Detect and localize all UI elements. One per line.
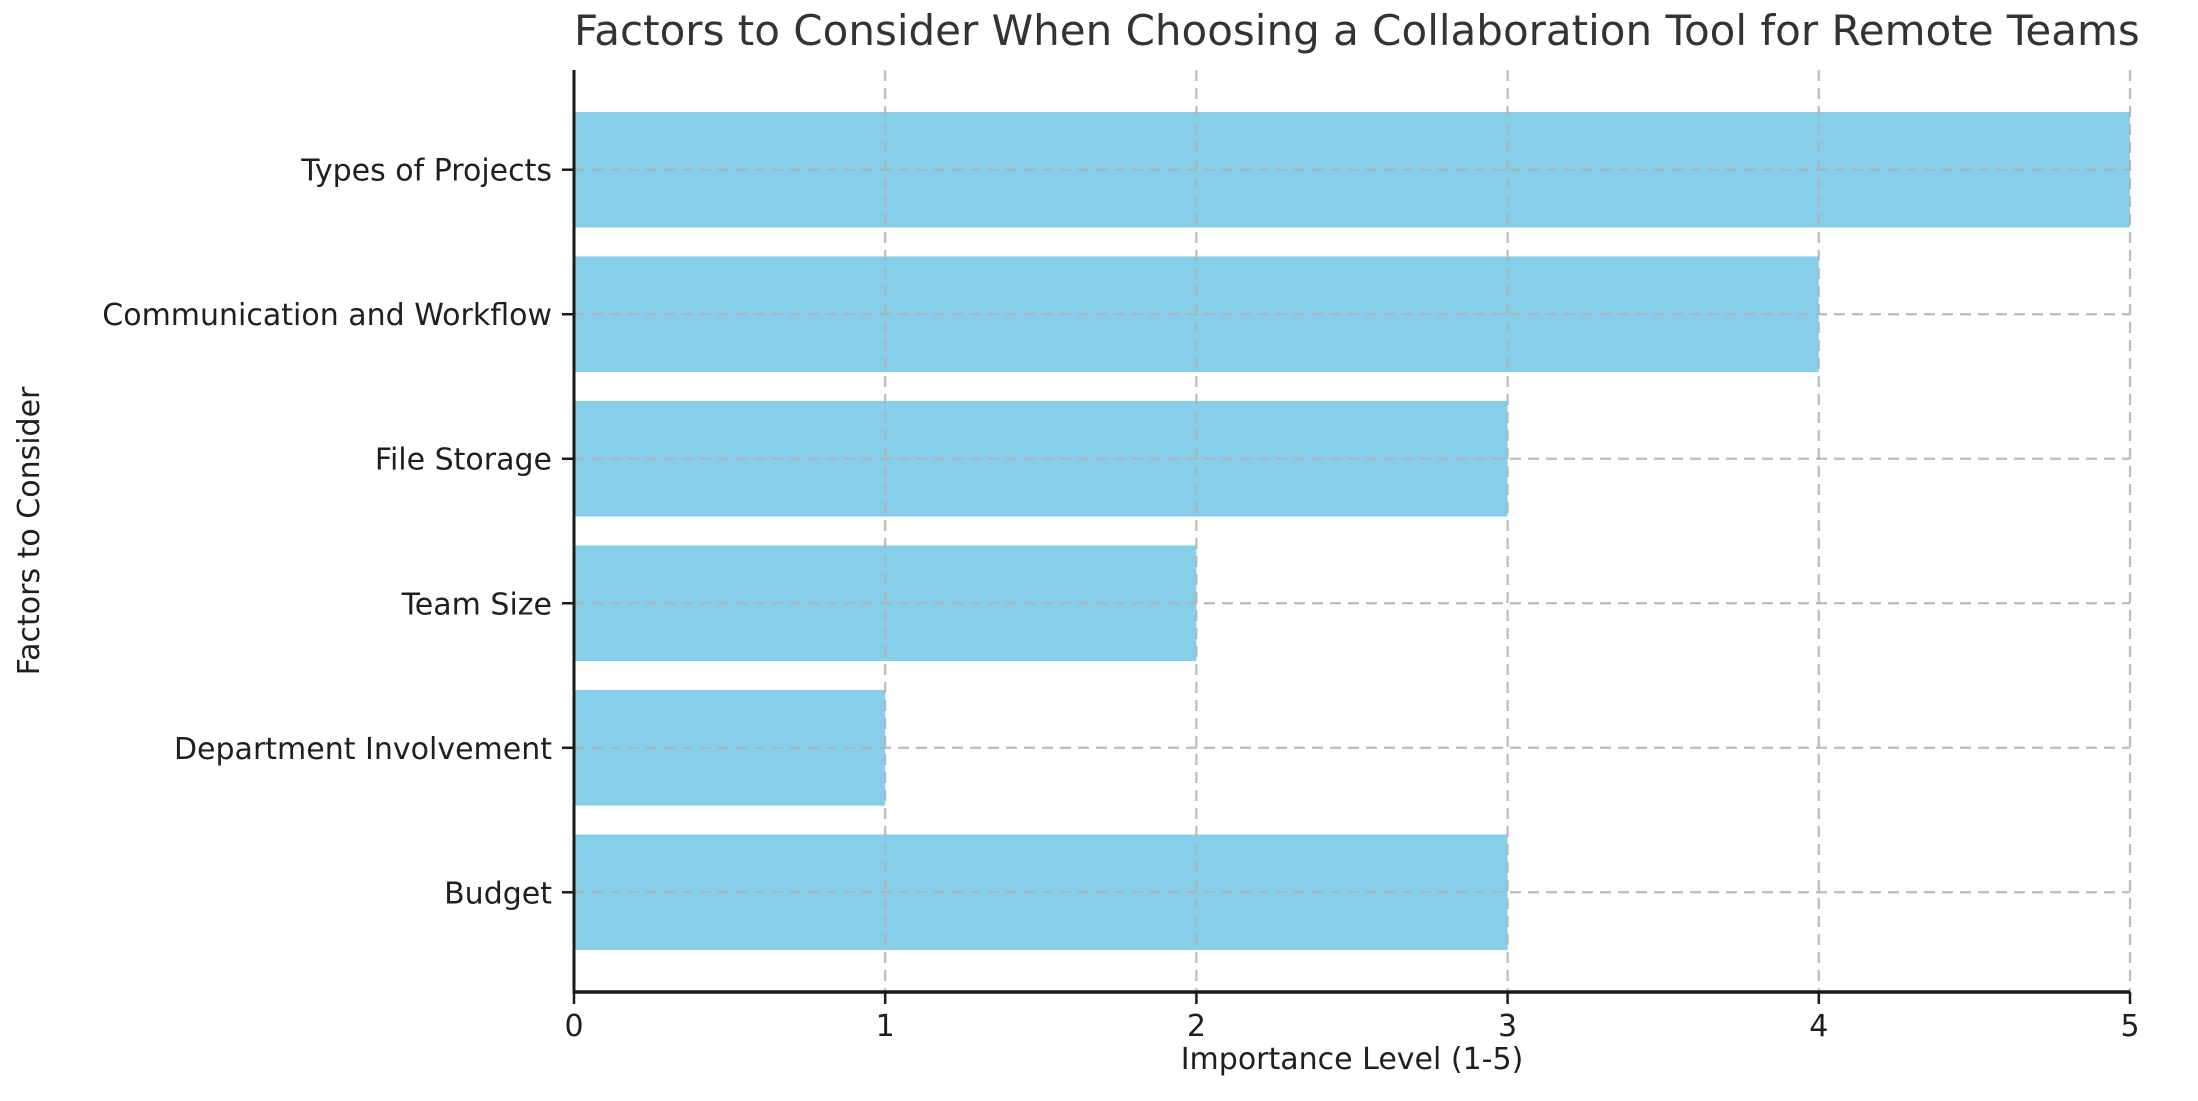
x-tick-label: 1 (876, 1009, 895, 1044)
y-tick-label: Team Size (401, 587, 552, 622)
y-tick-label: Budget (444, 876, 552, 911)
x-tick-label: 3 (1498, 1009, 1517, 1044)
x-tick-label: 5 (2120, 1009, 2139, 1044)
y-tick-label: Types of Projects (300, 154, 552, 189)
x-tick-label: 0 (564, 1009, 583, 1044)
y-tick-label: Communication and Workflow (102, 298, 552, 333)
x-tick-label: 4 (1809, 1009, 1828, 1044)
y-tick-label: File Storage (375, 443, 552, 478)
chart-title: Factors to Consider When Choosing a Coll… (574, 6, 2140, 55)
x-tick-label: 2 (1187, 1009, 1206, 1044)
x-axis-label: Importance Level (1-5) (1180, 1042, 1524, 1077)
y-tick-label: Department Involvement (174, 732, 552, 767)
